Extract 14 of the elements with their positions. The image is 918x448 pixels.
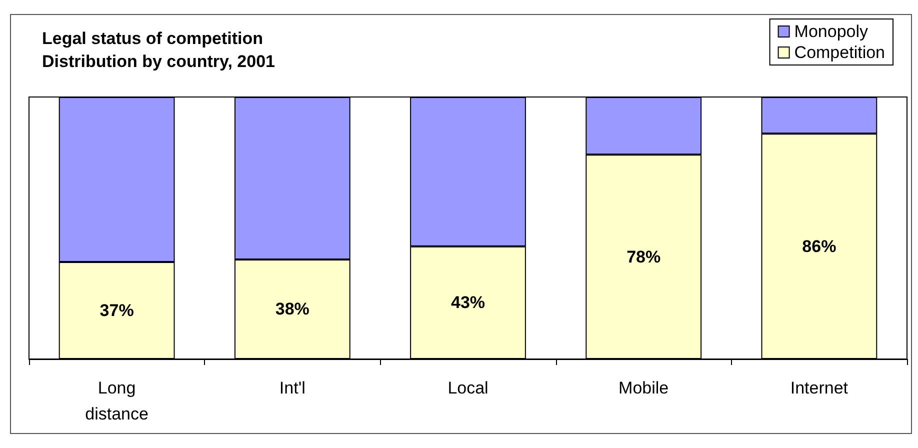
- x-tick-label: Mobile: [618, 378, 669, 398]
- data-label: 43%: [450, 293, 486, 312]
- legend-label: Monopoly: [794, 22, 868, 41]
- x-tick-label: Local: [448, 378, 488, 398]
- chart-title: Legal status of competition: [42, 29, 264, 48]
- data-label: 78%: [626, 247, 661, 266]
- data-label: 37%: [100, 301, 134, 320]
- legend-label: Competition: [794, 43, 886, 62]
- x-tick-label: Long distance: [85, 378, 148, 424]
- chart-subtitle: Distribution by country, 2001: [42, 52, 276, 71]
- data-label: 38%: [275, 300, 310, 319]
- x-tick-label: Internet: [790, 378, 848, 398]
- x-tick-label: Int'l: [279, 378, 306, 398]
- data-label: 86%: [802, 236, 836, 256]
